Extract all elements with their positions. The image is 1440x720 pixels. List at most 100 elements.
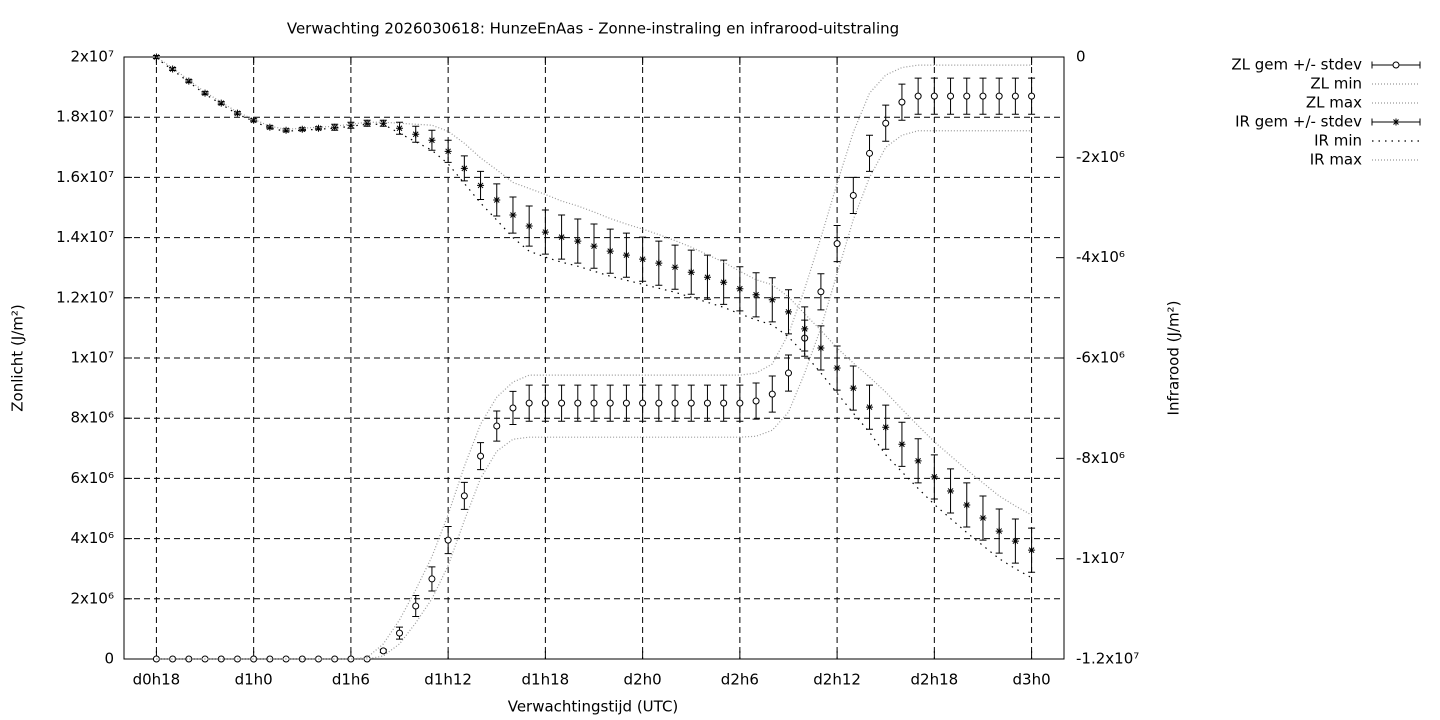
marker bbox=[784, 369, 792, 377]
marker bbox=[250, 116, 258, 124]
marker bbox=[849, 384, 857, 392]
marker bbox=[979, 92, 987, 100]
marker bbox=[639, 255, 647, 263]
marker bbox=[833, 364, 841, 372]
marker bbox=[428, 136, 436, 144]
marker bbox=[736, 399, 744, 407]
y-tick-label: 1.8x10⁷ bbox=[56, 108, 114, 126]
marker bbox=[963, 501, 971, 509]
x-tick-label: d1h18 bbox=[522, 671, 570, 689]
marker bbox=[558, 399, 566, 407]
y2-tick-label: 0 bbox=[1076, 48, 1086, 66]
marker bbox=[201, 89, 209, 97]
marker bbox=[849, 191, 857, 199]
y2-tick-label: -4x10⁶ bbox=[1076, 248, 1125, 266]
marker bbox=[169, 655, 177, 663]
marker bbox=[509, 404, 517, 412]
marker bbox=[1028, 92, 1036, 100]
marker bbox=[817, 288, 825, 296]
marker bbox=[331, 123, 339, 131]
marker bbox=[882, 119, 890, 127]
marker bbox=[995, 92, 1003, 100]
marker bbox=[460, 164, 468, 172]
legend-label: IR gem +/- stdev bbox=[1235, 113, 1362, 131]
y-tick-label: 4x10⁶ bbox=[70, 529, 114, 547]
marker bbox=[898, 440, 906, 448]
marker bbox=[444, 536, 452, 544]
marker bbox=[185, 655, 193, 663]
marker bbox=[768, 296, 776, 304]
marker bbox=[914, 457, 922, 465]
marker bbox=[882, 423, 890, 431]
marker bbox=[314, 124, 322, 132]
marker bbox=[428, 575, 436, 583]
marker bbox=[493, 422, 501, 430]
x-axis-label: Verwachtingstijd (UTC) bbox=[508, 698, 679, 716]
marker bbox=[655, 399, 663, 407]
y-tick-label: 1.2x10⁷ bbox=[56, 288, 114, 306]
marker bbox=[866, 403, 874, 411]
marker bbox=[185, 77, 193, 85]
marker bbox=[363, 119, 371, 127]
marker bbox=[606, 247, 614, 255]
marker bbox=[703, 273, 711, 281]
marker bbox=[947, 92, 955, 100]
marker bbox=[396, 629, 404, 637]
marker bbox=[930, 92, 938, 100]
marker bbox=[477, 181, 485, 189]
legend-label: IR max bbox=[1310, 151, 1362, 169]
marker bbox=[979, 514, 987, 522]
marker bbox=[282, 126, 290, 134]
x-tick-label: d2h12 bbox=[813, 671, 861, 689]
legend-label: ZL min bbox=[1310, 75, 1362, 93]
chart-title: Verwachting 2026030618: HunzeEnAas - Zon… bbox=[287, 20, 899, 38]
marker bbox=[444, 147, 452, 155]
marker bbox=[622, 251, 630, 259]
marker bbox=[379, 119, 387, 127]
marker bbox=[866, 149, 874, 157]
marker bbox=[784, 308, 792, 316]
marker bbox=[752, 291, 760, 299]
legend-label: ZL max bbox=[1306, 94, 1362, 112]
dotted-line bbox=[156, 56, 1032, 516]
marker bbox=[720, 278, 728, 286]
dotted-line bbox=[156, 64, 1032, 660]
y-tick-label: 2x10⁷ bbox=[70, 48, 114, 66]
marker bbox=[574, 399, 582, 407]
marker bbox=[525, 222, 533, 230]
marker bbox=[347, 655, 355, 663]
marker bbox=[671, 399, 679, 407]
marker bbox=[703, 399, 711, 407]
y-tick-label: 1x10⁷ bbox=[70, 349, 114, 367]
marker bbox=[477, 452, 485, 460]
marker bbox=[590, 399, 598, 407]
marker bbox=[509, 211, 517, 219]
y2-tick-label: -1.2x10⁷ bbox=[1076, 650, 1139, 668]
marker bbox=[947, 487, 955, 495]
marker bbox=[720, 399, 728, 407]
marker bbox=[412, 130, 420, 138]
marker bbox=[525, 399, 533, 407]
marker bbox=[541, 228, 549, 236]
marker bbox=[671, 263, 679, 271]
marker bbox=[266, 123, 274, 131]
marker bbox=[217, 99, 225, 107]
y2-tick-label: -6x10⁶ bbox=[1076, 349, 1125, 367]
marker bbox=[1011, 537, 1019, 545]
y-tick-label: 8x10⁶ bbox=[70, 409, 114, 427]
y-tick-label: 2x10⁶ bbox=[70, 589, 114, 607]
marker bbox=[963, 92, 971, 100]
dotted-line bbox=[156, 57, 1032, 579]
marker bbox=[817, 344, 825, 352]
marker bbox=[1011, 92, 1019, 100]
y-tick-label: 1.4x10⁷ bbox=[56, 228, 114, 246]
marker bbox=[736, 285, 744, 293]
marker bbox=[574, 237, 582, 245]
marker bbox=[412, 602, 420, 610]
x-tick-label: d3h0 bbox=[1013, 671, 1051, 689]
marker bbox=[801, 325, 809, 333]
x-tick-label: d2h6 bbox=[721, 671, 759, 689]
marker bbox=[833, 240, 841, 248]
marker bbox=[590, 242, 598, 250]
